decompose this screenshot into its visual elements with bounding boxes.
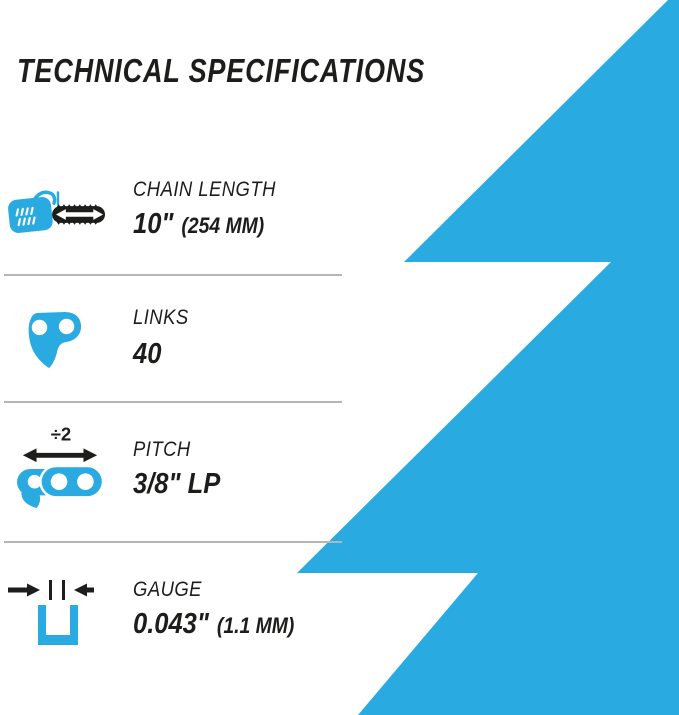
- chainsaw-handle: [32, 190, 57, 205]
- divider: [4, 274, 342, 276]
- value-detail: (1.1 MM): [216, 613, 295, 638]
- rivet-hole: [50, 473, 68, 490]
- spec-value: 10" (254 MM): [133, 208, 264, 241]
- chainsaw-vents: [15, 206, 36, 227]
- gauge-tick: [49, 580, 52, 600]
- chain-pitch-icon: ÷2: [17, 424, 105, 509]
- rivet-hole: [77, 473, 94, 490]
- gauge-tick: [62, 580, 65, 600]
- chainsaw-body: [8, 197, 53, 233]
- pitch-arrow: [22, 448, 98, 463]
- spec-value: 0.043" (1.1 MM): [133, 608, 294, 641]
- gauge-arrows: [8, 580, 94, 600]
- value-main: 0.043": [133, 608, 209, 640]
- spec-label: CHAIN LENGTH: [133, 178, 276, 201]
- divider: [4, 401, 342, 403]
- spec-row-pitch: ÷2 PITCH 3/8" LP: [0, 423, 400, 533]
- spec-label: PITCH: [133, 438, 191, 461]
- pitch-divide-annotation: ÷2: [51, 424, 72, 445]
- groove-channel: [38, 605, 78, 645]
- value-main: 10": [133, 208, 174, 240]
- spec-value: 3/8" LP: [133, 468, 228, 501]
- spec-label: LINKS: [133, 306, 189, 329]
- rivet-hole-right: [58, 318, 75, 335]
- spec-label: GAUGE: [133, 578, 202, 601]
- page-title: TECHNICAL SPECIFICATIONS: [17, 52, 426, 89]
- spec-row-gauge: GAUGE 0.043" (1.1 MM): [0, 575, 400, 685]
- value-main: 3/8" LP: [133, 468, 221, 500]
- spec-row-links: LINKS 40: [0, 303, 400, 413]
- bar-teeth-top: [56, 204, 99, 209]
- drive-link-icon: [28, 311, 82, 369]
- bar-groove-gauge-icon: [8, 580, 94, 645]
- chain-links: [17, 464, 105, 509]
- bar-teeth-bottom: [56, 220, 99, 225]
- value-main: 40: [133, 338, 162, 370]
- drive-link-fin: [21, 486, 41, 509]
- spec-value: 40: [133, 338, 169, 371]
- chainsaw-bar-icon: [8, 190, 106, 233]
- guide-bar: [52, 204, 106, 225]
- divider: [4, 541, 342, 543]
- rivet-hole-left: [31, 319, 48, 336]
- length-arrow: [56, 209, 104, 220]
- spec-row-chain-length: CHAIN LENGTH 10" (254 MM): [0, 175, 400, 285]
- zigzag-polygon: [297, 0, 679, 715]
- value-detail: (254 MM): [181, 213, 265, 238]
- rivet-hole: [27, 474, 42, 489]
